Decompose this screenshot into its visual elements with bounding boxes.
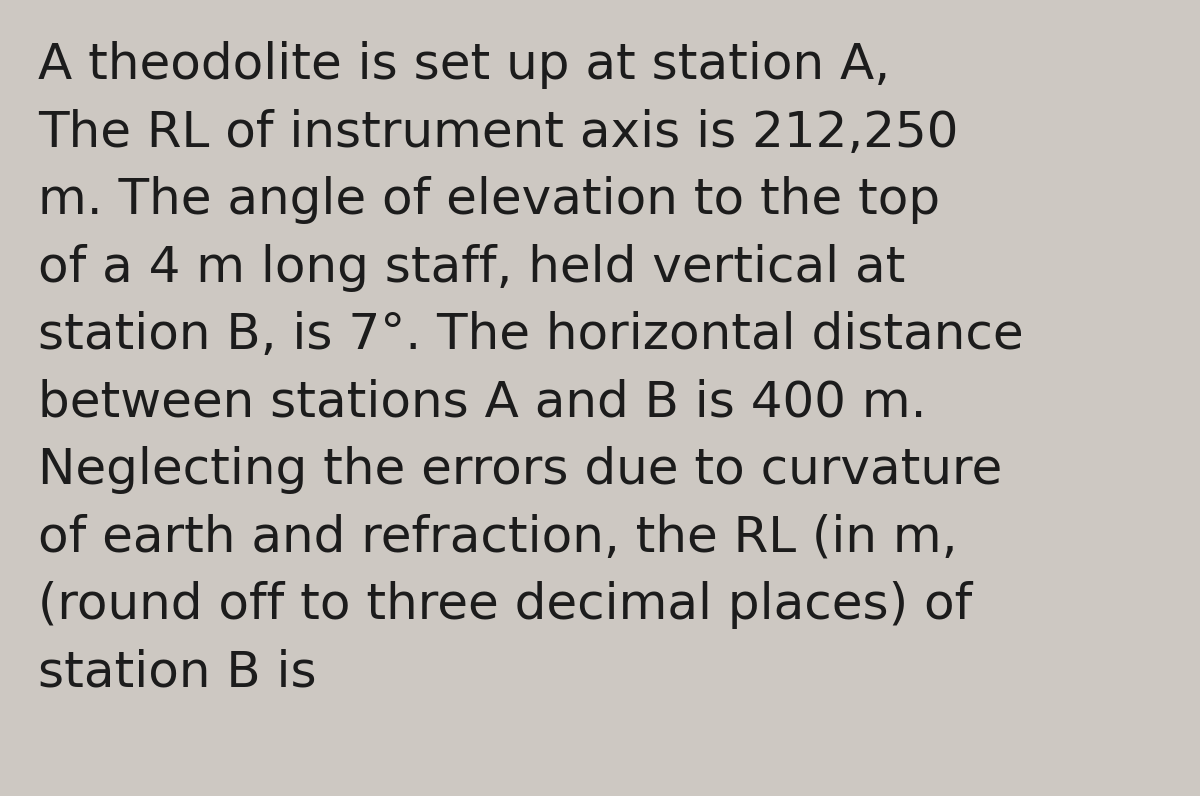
Text: of a 4 m long staff, held vertical at: of a 4 m long staff, held vertical at — [38, 244, 905, 291]
Text: of earth and refraction, the RL (in m,: of earth and refraction, the RL (in m, — [38, 513, 958, 561]
Text: Neglecting the errors due to curvature: Neglecting the errors due to curvature — [38, 446, 1002, 494]
Text: The RL of instrument axis is 212,250: The RL of instrument axis is 212,250 — [38, 108, 959, 157]
Text: station B is: station B is — [38, 649, 317, 696]
Text: station B, is 7°. The horizontal distance: station B, is 7°. The horizontal distanc… — [38, 311, 1024, 359]
Text: between stations A and B is 400 m.: between stations A and B is 400 m. — [38, 379, 926, 427]
Text: A theodolite is set up at station A,: A theodolite is set up at station A, — [38, 41, 890, 89]
Text: m. The angle of elevation to the top: m. The angle of elevation to the top — [38, 176, 940, 224]
Text: (round off to three decimal places) of: (round off to three decimal places) of — [38, 581, 972, 629]
